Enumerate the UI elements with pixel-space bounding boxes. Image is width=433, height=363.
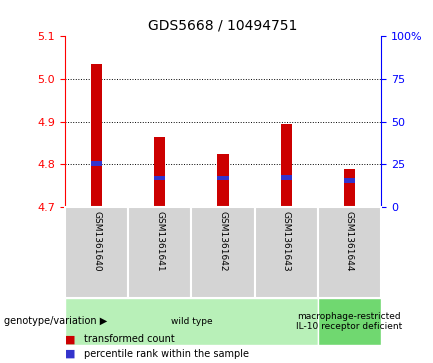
Text: GSM1361643: GSM1361643 <box>282 211 291 272</box>
Bar <box>91 64 102 207</box>
Bar <box>154 136 165 207</box>
Text: macrophage-restricted
IL-10 receptor deficient: macrophage-restricted IL-10 receptor def… <box>296 311 403 331</box>
Text: ■: ■ <box>65 349 75 359</box>
Bar <box>154 176 165 180</box>
Bar <box>217 176 229 180</box>
Bar <box>281 124 292 207</box>
Text: ■: ■ <box>65 334 75 344</box>
Text: GSM1361640: GSM1361640 <box>92 211 101 272</box>
Text: wild type: wild type <box>171 317 212 326</box>
Bar <box>128 207 191 298</box>
Bar <box>217 154 229 207</box>
Text: GSM1361644: GSM1361644 <box>345 211 354 272</box>
Text: percentile rank within the sample: percentile rank within the sample <box>84 349 249 359</box>
Bar <box>344 168 355 207</box>
Text: GSM1361641: GSM1361641 <box>155 211 164 272</box>
Bar <box>191 207 255 298</box>
Bar <box>65 207 128 298</box>
Text: GSM1361642: GSM1361642 <box>219 211 227 272</box>
Bar <box>91 161 102 166</box>
Text: genotype/variation ▶: genotype/variation ▶ <box>4 316 107 326</box>
Bar <box>318 298 381 345</box>
Title: GDS5668 / 10494751: GDS5668 / 10494751 <box>149 19 297 32</box>
Text: transformed count: transformed count <box>84 334 175 344</box>
Bar <box>255 207 318 298</box>
Bar <box>318 207 381 298</box>
Bar <box>281 175 292 180</box>
Bar <box>344 178 355 183</box>
Bar <box>65 298 318 345</box>
